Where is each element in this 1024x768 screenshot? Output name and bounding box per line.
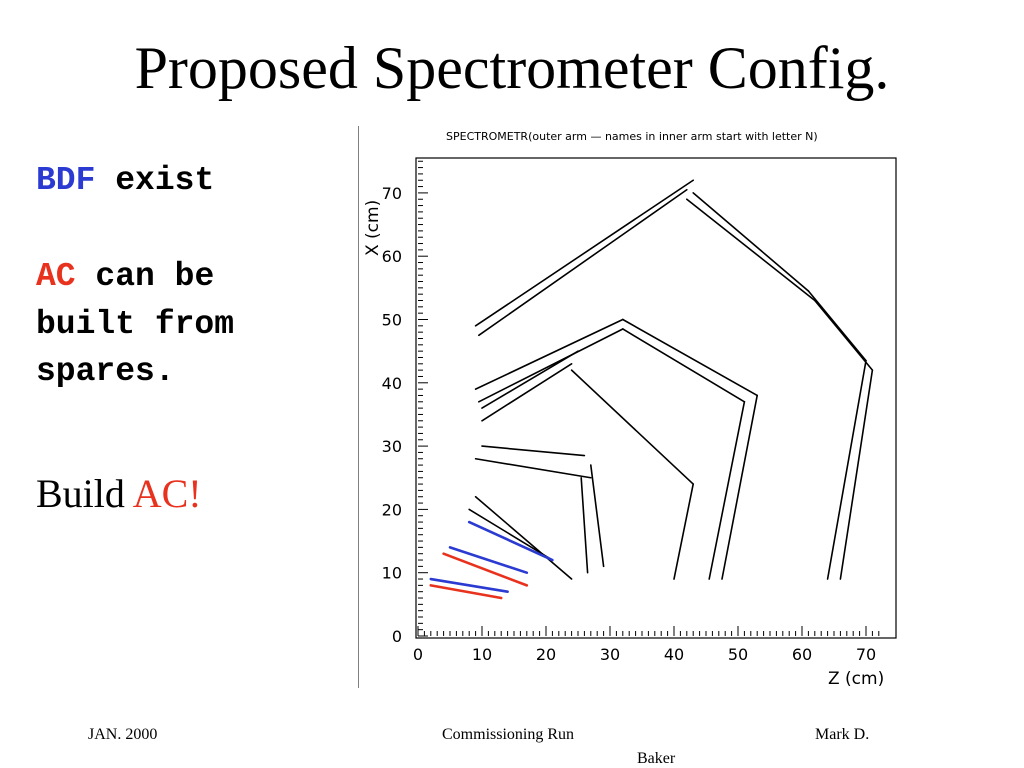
spectrometer-figure: SPECTROMETR(outer arm — names in inner a… — [357, 126, 898, 689]
can-be-label: can be — [95, 258, 215, 295]
segment-detector — [474, 457, 592, 479]
ac-line: AC can be — [36, 258, 214, 295]
exist-label: exist — [115, 162, 215, 199]
segment-detector — [474, 179, 695, 327]
x-tick-label: 60 — [792, 645, 812, 664]
y-tick-label: 20 — [382, 500, 402, 519]
segment-detector — [590, 464, 605, 568]
segment-detector — [474, 495, 573, 580]
x-axis-label: Z (cm) — [828, 669, 884, 688]
segment-detector — [481, 350, 579, 409]
plot-frame — [415, 157, 897, 639]
x-tick-label: 0 — [413, 645, 423, 664]
segment-detector — [721, 394, 759, 580]
x-tick-label: 70 — [856, 645, 876, 664]
spares-line: spares. — [36, 353, 175, 390]
x-tick-label: 40 — [664, 645, 684, 664]
footer-date: JAN. 2000 — [88, 726, 158, 743]
segment-ac — [429, 584, 503, 600]
bdf-label: BDF — [36, 162, 96, 199]
slide-title: Proposed Spectrometer Config. — [134, 35, 890, 101]
bdf-line: BDF exist — [36, 162, 214, 199]
segment-detector — [621, 318, 759, 397]
x-tick-label: 10 — [472, 645, 492, 664]
y-tick-label: 40 — [382, 374, 402, 393]
y-tick-label: 60 — [382, 247, 402, 266]
segment-detector — [621, 328, 746, 403]
spectrometer-plot: SPECTROMETR(outer arm — names in inner a… — [357, 126, 897, 689]
segment-bdf — [448, 546, 529, 575]
segment-detector — [481, 445, 586, 457]
detector-segments — [429, 179, 874, 600]
segment-detector — [685, 198, 816, 302]
segment-detector — [673, 483, 695, 580]
segment-bdf — [467, 520, 554, 562]
y-tick-label: 30 — [382, 437, 402, 456]
build-ac-label: AC! — [132, 471, 202, 516]
segment-detector — [468, 508, 554, 561]
segment-ac — [442, 552, 529, 587]
y-axis-label: X (cm) — [363, 200, 383, 256]
y-tick-label: 0 — [392, 627, 402, 646]
segment-detector — [839, 369, 874, 580]
footer-author: Mark D. — [815, 726, 870, 743]
build-label: Build — [36, 471, 125, 516]
segment-detector — [580, 476, 589, 574]
segment-detector — [807, 290, 867, 362]
ac-label: AC — [36, 258, 76, 295]
segment-detector — [570, 369, 695, 485]
segment-detector — [813, 299, 874, 371]
segment-detector — [478, 188, 688, 337]
segment-detector — [478, 328, 624, 403]
built-from-line: built from — [36, 306, 235, 343]
build-ac-line: Build AC! — [36, 470, 202, 517]
y-tick-label: 10 — [382, 564, 402, 583]
segment-bdf — [429, 577, 509, 593]
segment-detector — [692, 192, 810, 292]
figure-title: SPECTROMETR(outer arm — names in inner a… — [446, 130, 818, 143]
y-tick-label: 50 — [382, 311, 402, 330]
segment-detector — [708, 400, 746, 580]
axis-ticks: 0 10 20 30 40 50 60 70 0 10 20 30 40 50 60 70 — [382, 160, 880, 664]
segment-detector — [474, 318, 624, 390]
segment-detector — [481, 363, 573, 422]
x-tick-label: 20 — [536, 645, 556, 664]
footer-center: Commissioning Run — [442, 726, 575, 743]
x-tick-label: 30 — [600, 645, 620, 664]
segment-detector — [826, 359, 867, 580]
x-tick-label: 50 — [728, 645, 748, 664]
footer-author-cont: Baker — [637, 750, 676, 767]
y-tick-label: 70 — [382, 184, 402, 203]
